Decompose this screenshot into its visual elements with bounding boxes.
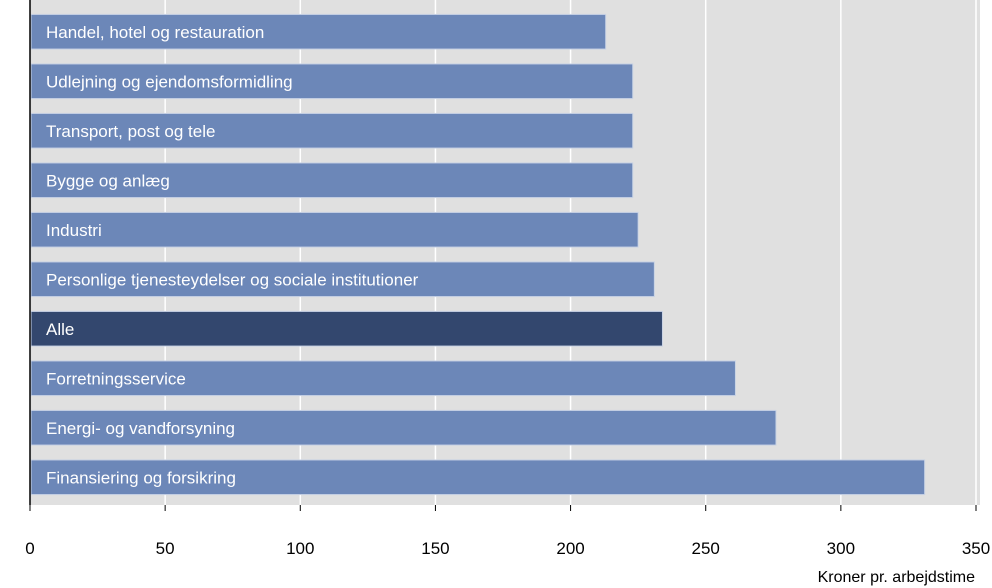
bar (30, 211, 639, 248)
bar-label: Forretningsservice (46, 369, 186, 388)
bar (30, 13, 607, 50)
bar (30, 459, 926, 496)
x-tick-label: 250 (692, 539, 720, 558)
x-tick-label: 0 (25, 539, 34, 558)
bar (30, 261, 655, 298)
bar (30, 63, 634, 100)
bar-label: Udlejning og ejendomsformidling (46, 72, 293, 91)
bar-label: Handel, hotel og restauration (46, 23, 264, 42)
bar-label: Alle (46, 320, 74, 339)
x-tick-label: 100 (286, 539, 314, 558)
bar-label: Industri (46, 221, 102, 240)
bars: Handel, hotel og restauration Udlejning o… (30, 13, 926, 496)
bar-label: Personlige tjenesteydelser og sociale in… (46, 270, 419, 289)
x-tick-label: 350 (962, 539, 990, 558)
bar (30, 112, 634, 149)
bar (30, 360, 736, 397)
bar-label: Bygge og anlæg (46, 171, 170, 190)
x-tick-label: 150 (421, 539, 449, 558)
bar-label: Finansiering og forsikring (46, 468, 236, 487)
x-tick-label: 300 (827, 539, 855, 558)
bar (30, 162, 634, 199)
bar (30, 409, 777, 446)
x-tick-label: 50 (156, 539, 175, 558)
x-axis-ticks: 0 50 100 150 200 250 300 350 (25, 505, 990, 558)
x-tick-label: 200 (556, 539, 584, 558)
x-axis-label: Kroner pr. arbejdstime (818, 569, 976, 586)
bar-label: Transport, post og tele (46, 122, 215, 141)
bar (30, 310, 663, 347)
bar-label: Energi- og vandforsyning (46, 419, 235, 438)
